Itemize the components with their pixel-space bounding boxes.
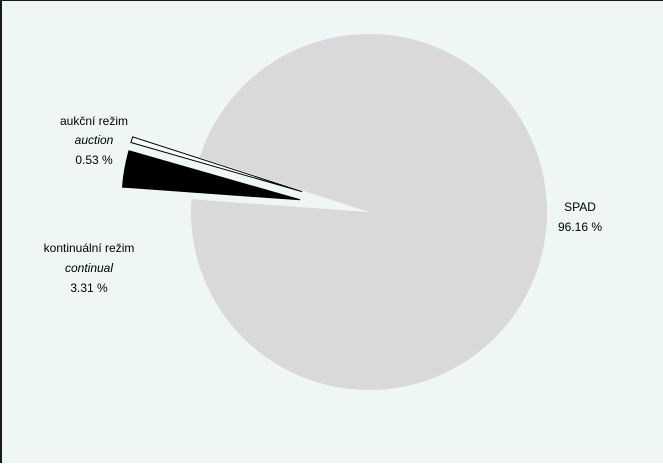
label-auction-name: aukční režim [60,114,128,128]
pie-slice-spad [191,34,547,391]
label-continual-name: kontinuální režim [44,241,135,255]
label-spad-name: SPAD [564,200,596,214]
label-continual-name-en: continual [65,261,113,275]
pie-slice-auction [130,136,303,193]
label-auction-name-en: auction [75,133,114,147]
label-continual-value: 3.31 % [70,281,108,295]
label-auction-value: 0.53 % [75,153,113,167]
label-spad-value: 96.16 % [558,220,602,234]
pie-slice-continual [121,150,301,201]
